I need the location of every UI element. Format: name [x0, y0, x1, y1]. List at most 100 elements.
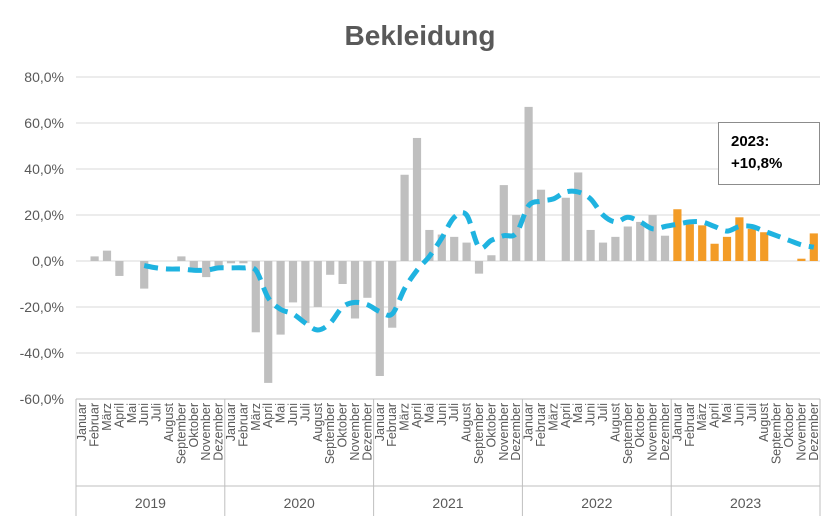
- bar: [747, 228, 756, 261]
- bar: [102, 250, 112, 261]
- month-label: Juli: [298, 403, 312, 422]
- bar: [450, 236, 459, 261]
- gridlines: [76, 76, 820, 354]
- annotation-box: 2023: +10,8%: [718, 122, 820, 185]
- month-label: Mai: [720, 403, 734, 423]
- month-label: Januar: [522, 403, 536, 441]
- y-tick-label: 0,0%: [32, 253, 64, 269]
- month-label: Februar: [534, 403, 548, 447]
- month-label: September: [174, 403, 188, 464]
- bar: [524, 106, 533, 262]
- month-label: Mai: [125, 403, 139, 423]
- bar: [288, 261, 298, 303]
- annotation-year: 2023:: [731, 133, 770, 150]
- bar: [586, 229, 595, 261]
- month-label: September: [770, 403, 784, 464]
- bar: [735, 217, 744, 261]
- year-label: 2022: [581, 495, 612, 511]
- month-label: Dezember: [807, 403, 821, 461]
- chart-title: Bekleidung: [345, 20, 496, 51]
- month-label: Februar: [385, 403, 399, 447]
- month-label: Oktober: [633, 403, 647, 447]
- bar: [437, 234, 446, 261]
- month-label: Dezember: [360, 403, 374, 461]
- month-label: Oktober: [484, 403, 498, 447]
- bar: [536, 189, 546, 261]
- month-label: Juni: [584, 403, 598, 426]
- y-tick-label: -60,0%: [20, 391, 64, 407]
- trend-line: [143, 188, 815, 333]
- bar: [660, 235, 670, 261]
- x-axis: [75, 398, 821, 516]
- month-label: September: [323, 403, 337, 464]
- bar: [338, 261, 347, 284]
- bar: [598, 242, 608, 261]
- bar: [115, 261, 124, 276]
- bar: [264, 261, 273, 383]
- month-label: Dezember: [658, 403, 672, 461]
- bar: [474, 261, 484, 274]
- year-labels: 2019 2020 2021 2022 2023: [135, 495, 762, 511]
- year-label: 2019: [135, 495, 166, 511]
- month-label: Oktober: [336, 403, 350, 447]
- month-label: März: [546, 403, 560, 431]
- month-label: August: [460, 402, 474, 441]
- month-label: August: [608, 402, 622, 441]
- bar: [722, 236, 732, 261]
- month-label: November: [794, 403, 808, 461]
- bar: [239, 261, 248, 264]
- month-label: Mai: [571, 403, 585, 423]
- month-label: Juli: [745, 403, 759, 422]
- month-label: März: [249, 403, 263, 431]
- bar: [189, 261, 198, 270]
- bar: [809, 233, 818, 261]
- month-label: Oktober: [782, 403, 796, 447]
- bar: [673, 209, 682, 261]
- month-label: Juni: [435, 403, 449, 426]
- month-label: Mai: [274, 403, 288, 423]
- bar: [400, 174, 409, 261]
- month-label: September: [621, 403, 635, 464]
- y-tick-label: 80,0%: [24, 69, 64, 85]
- month-label: Juni: [732, 403, 746, 426]
- month-label: August: [162, 402, 176, 441]
- bar: [710, 243, 719, 261]
- bar: [425, 229, 434, 261]
- bar: [574, 172, 583, 261]
- month-label: April: [261, 403, 275, 428]
- month-label: April: [708, 403, 722, 428]
- bar: [313, 261, 322, 307]
- month-label: Dezember: [509, 403, 523, 461]
- month-label: November: [497, 403, 511, 461]
- month-label: Oktober: [187, 403, 201, 447]
- month-label: Juli: [596, 403, 610, 422]
- month-label: September: [472, 403, 486, 464]
- bar: [611, 236, 620, 261]
- bar: [388, 261, 397, 328]
- bar: [685, 224, 694, 261]
- bar: [698, 225, 707, 261]
- bar: [363, 261, 372, 298]
- bar: [177, 256, 186, 261]
- bar: [90, 256, 99, 261]
- bar: [251, 261, 260, 333]
- bar: [202, 261, 211, 278]
- year-label: 2021: [432, 495, 463, 511]
- month-label: Juli: [447, 403, 461, 422]
- bar: [226, 261, 236, 264]
- month-labels: JanuarFebruarMärzAprilMaiJuniJuliAugustS…: [75, 402, 821, 464]
- bar: [499, 185, 508, 261]
- bar: [301, 261, 310, 324]
- month-label: Dezember: [212, 403, 226, 461]
- month-label: März: [398, 403, 412, 431]
- month-label: Februar: [683, 403, 697, 447]
- bar: [350, 261, 360, 319]
- y-tick-label: -40,0%: [20, 345, 64, 361]
- bar: [561, 197, 570, 261]
- month-label: April: [559, 403, 573, 428]
- y-tick-label: 40,0%: [24, 161, 64, 177]
- bar: [487, 255, 496, 261]
- year-label: 2023: [730, 495, 761, 511]
- bar: [648, 215, 657, 261]
